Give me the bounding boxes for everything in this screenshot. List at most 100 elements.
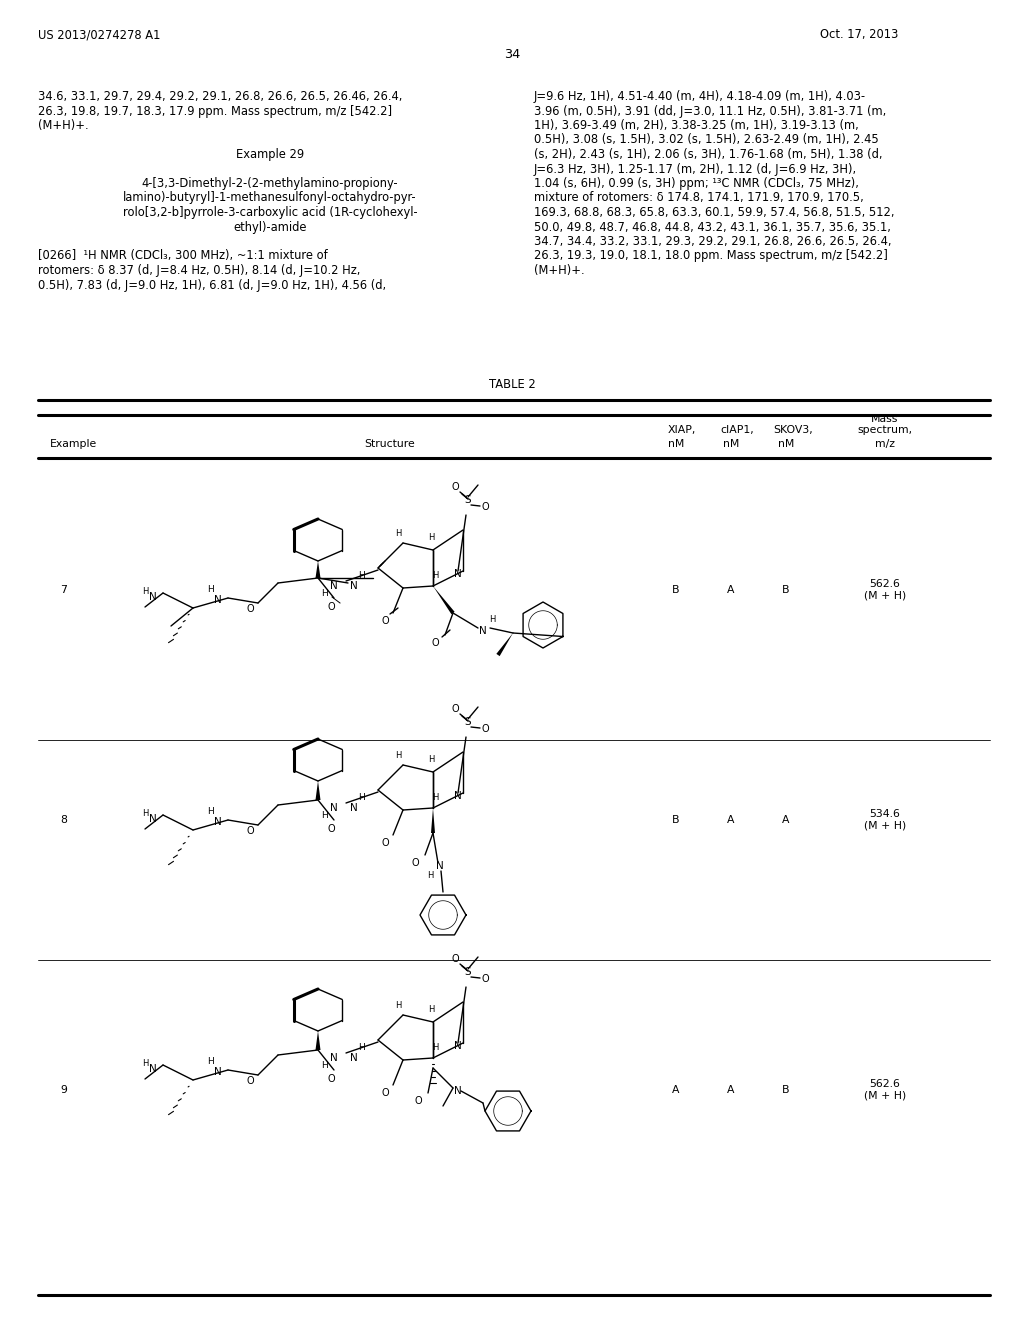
- Text: H: H: [207, 1057, 213, 1067]
- Text: N: N: [454, 1086, 462, 1096]
- Text: O: O: [328, 1074, 335, 1084]
- Text: O: O: [381, 1088, 389, 1098]
- Text: N: N: [454, 1041, 462, 1051]
- Text: US 2013/0274278 A1: US 2013/0274278 A1: [38, 28, 161, 41]
- Text: H: H: [427, 870, 433, 879]
- Text: SKOV3,: SKOV3,: [773, 425, 813, 436]
- Text: H: H: [432, 793, 438, 803]
- Text: rolo[3,2-b]pyrrole-3-carboxylic acid (1R-cyclohexyl-: rolo[3,2-b]pyrrole-3-carboxylic acid (1R…: [123, 206, 418, 219]
- Text: H: H: [207, 808, 213, 817]
- Text: mixture of rotomers: δ 174.8, 174.1, 171.9, 170.9, 170.5,: mixture of rotomers: δ 174.8, 174.1, 171…: [534, 191, 864, 205]
- Text: O: O: [481, 502, 488, 512]
- Text: H: H: [488, 615, 496, 624]
- Text: XIAP,: XIAP,: [668, 425, 696, 436]
- Text: O: O: [381, 838, 389, 847]
- Text: 9: 9: [60, 1085, 67, 1096]
- Text: N: N: [330, 1053, 338, 1063]
- Text: N: N: [479, 626, 486, 636]
- Text: (M+H)+.: (M+H)+.: [534, 264, 585, 277]
- Text: 1H), 3.69-3.49 (m, 2H), 3.38-3.25 (m, 1H), 3.19-3.13 (m,: 1H), 3.69-3.49 (m, 2H), 3.38-3.25 (m, 1H…: [534, 119, 859, 132]
- Text: H: H: [432, 572, 438, 581]
- Text: B: B: [672, 814, 680, 825]
- Text: B: B: [782, 585, 790, 595]
- Text: O: O: [246, 605, 254, 614]
- Text: H: H: [358, 1043, 365, 1052]
- Text: H: H: [428, 1006, 434, 1015]
- Text: 562.6
(M + H): 562.6 (M + H): [864, 579, 906, 601]
- Text: N: N: [150, 1064, 157, 1074]
- Text: O: O: [481, 974, 488, 983]
- Text: H: H: [432, 1044, 438, 1052]
- Text: 34: 34: [504, 48, 520, 61]
- Text: H: H: [207, 586, 213, 594]
- Text: H: H: [395, 751, 401, 759]
- Text: O: O: [452, 482, 459, 492]
- Text: nM: nM: [668, 440, 684, 449]
- Text: H: H: [322, 590, 329, 598]
- Text: N: N: [150, 814, 157, 824]
- Text: (s, 2H), 2.43 (s, 1H), 2.06 (s, 3H), 1.76-1.68 (m, 5H), 1.38 (d,: (s, 2H), 2.43 (s, 1H), 2.06 (s, 3H), 1.7…: [534, 148, 883, 161]
- Text: N: N: [454, 569, 462, 579]
- Text: rotomers: δ 8.37 (d, J=8.4 Hz, 0.5H), 8.14 (d, J=10.2 Hz,: rotomers: δ 8.37 (d, J=8.4 Hz, 0.5H), 8.…: [38, 264, 360, 277]
- Text: m/z: m/z: [874, 440, 895, 449]
- Text: 1.04 (s, 6H), 0.99 (s, 3H) ppm; ¹³C NMR (CDCl₃, 75 MHz),: 1.04 (s, 6H), 0.99 (s, 3H) ppm; ¹³C NMR …: [534, 177, 859, 190]
- Text: O: O: [452, 704, 459, 714]
- Text: H: H: [141, 808, 148, 817]
- Text: 26.3, 19.8, 19.7, 18.3, 17.9 ppm. Mass spectrum, m/z [542.2]: 26.3, 19.8, 19.7, 18.3, 17.9 ppm. Mass s…: [38, 104, 392, 117]
- Text: Oct. 17, 2013: Oct. 17, 2013: [820, 28, 898, 41]
- Text: O: O: [246, 1076, 254, 1086]
- Text: 562.6
(M + H): 562.6 (M + H): [864, 1080, 906, 1101]
- Text: S: S: [465, 495, 471, 506]
- Text: H: H: [358, 570, 365, 579]
- Text: H: H: [141, 1059, 148, 1068]
- Text: O: O: [381, 616, 389, 626]
- Text: N: N: [214, 1067, 222, 1077]
- Text: N: N: [454, 791, 462, 801]
- Text: 34.6, 33.1, 29.7, 29.4, 29.2, 29.1, 26.8, 26.6, 26.5, 26.46, 26.4,: 34.6, 33.1, 29.7, 29.4, 29.2, 29.1, 26.8…: [38, 90, 402, 103]
- Polygon shape: [315, 1031, 321, 1049]
- Text: 26.3, 19.3, 19.0, 18.1, 18.0 ppm. Mass spectrum, m/z [542.2]: 26.3, 19.3, 19.0, 18.1, 18.0 ppm. Mass s…: [534, 249, 888, 263]
- Text: (M+H)+.: (M+H)+.: [38, 119, 89, 132]
- Text: N: N: [350, 1053, 357, 1063]
- Text: N: N: [214, 817, 222, 828]
- Text: N: N: [330, 581, 338, 591]
- Text: 34.7, 34.4, 33.2, 33.1, 29.3, 29.2, 29.1, 26.8, 26.6, 26.5, 26.4,: 34.7, 34.4, 33.2, 33.1, 29.3, 29.2, 29.1…: [534, 235, 892, 248]
- Text: N: N: [214, 595, 222, 605]
- Text: TABLE 2: TABLE 2: [488, 378, 536, 391]
- Text: ethyl)-amide: ethyl)-amide: [233, 220, 307, 234]
- Text: 7: 7: [60, 585, 67, 595]
- Text: cIAP1,: cIAP1,: [720, 425, 754, 436]
- Text: N: N: [330, 803, 338, 813]
- Polygon shape: [433, 586, 455, 614]
- Polygon shape: [315, 561, 321, 578]
- Text: 0.5H), 7.83 (d, J=9.0 Hz, 1H), 6.81 (d, J=9.0 Hz, 1H), 4.56 (d,: 0.5H), 7.83 (d, J=9.0 Hz, 1H), 6.81 (d, …: [38, 279, 386, 292]
- Text: J=6.3 Hz, 3H), 1.25-1.17 (m, 2H), 1.12 (d, J=6.9 Hz, 3H),: J=6.3 Hz, 3H), 1.25-1.17 (m, 2H), 1.12 (…: [534, 162, 857, 176]
- Text: B: B: [672, 585, 680, 595]
- Text: N: N: [436, 861, 443, 871]
- Text: [0266]  ¹H NMR (CDCl₃, 300 MHz), ~1:1 mixture of: [0266] ¹H NMR (CDCl₃, 300 MHz), ~1:1 mix…: [38, 249, 328, 263]
- Text: H: H: [395, 1001, 401, 1010]
- Text: O: O: [246, 826, 254, 836]
- Text: B: B: [782, 1085, 790, 1096]
- Text: nM: nM: [778, 440, 795, 449]
- Polygon shape: [497, 634, 513, 656]
- Text: O: O: [481, 723, 488, 734]
- Text: J=9.6 Hz, 1H), 4.51-4.40 (m, 4H), 4.18-4.09 (m, 1H), 4.03-: J=9.6 Hz, 1H), 4.51-4.40 (m, 4H), 4.18-4…: [534, 90, 866, 103]
- Polygon shape: [315, 781, 321, 800]
- Text: A: A: [727, 814, 734, 825]
- Text: O: O: [412, 858, 419, 869]
- Text: N: N: [350, 803, 357, 813]
- Text: spectrum,: spectrum,: [857, 425, 912, 436]
- Text: Mass: Mass: [871, 414, 899, 424]
- Text: O: O: [452, 954, 459, 964]
- Text: O: O: [328, 602, 335, 612]
- Text: O: O: [414, 1096, 422, 1106]
- Text: Structure: Structure: [365, 440, 416, 449]
- Text: 8: 8: [60, 814, 67, 825]
- Text: 0.5H), 3.08 (s, 1.5H), 3.02 (s, 1.5H), 2.63-2.49 (m, 1H), 2.45: 0.5H), 3.08 (s, 1.5H), 3.02 (s, 1.5H), 2…: [534, 133, 879, 147]
- Text: N: N: [350, 581, 357, 591]
- Text: H: H: [322, 812, 329, 821]
- Text: O: O: [328, 824, 335, 834]
- Text: A: A: [727, 1085, 734, 1096]
- Text: Example: Example: [50, 440, 97, 449]
